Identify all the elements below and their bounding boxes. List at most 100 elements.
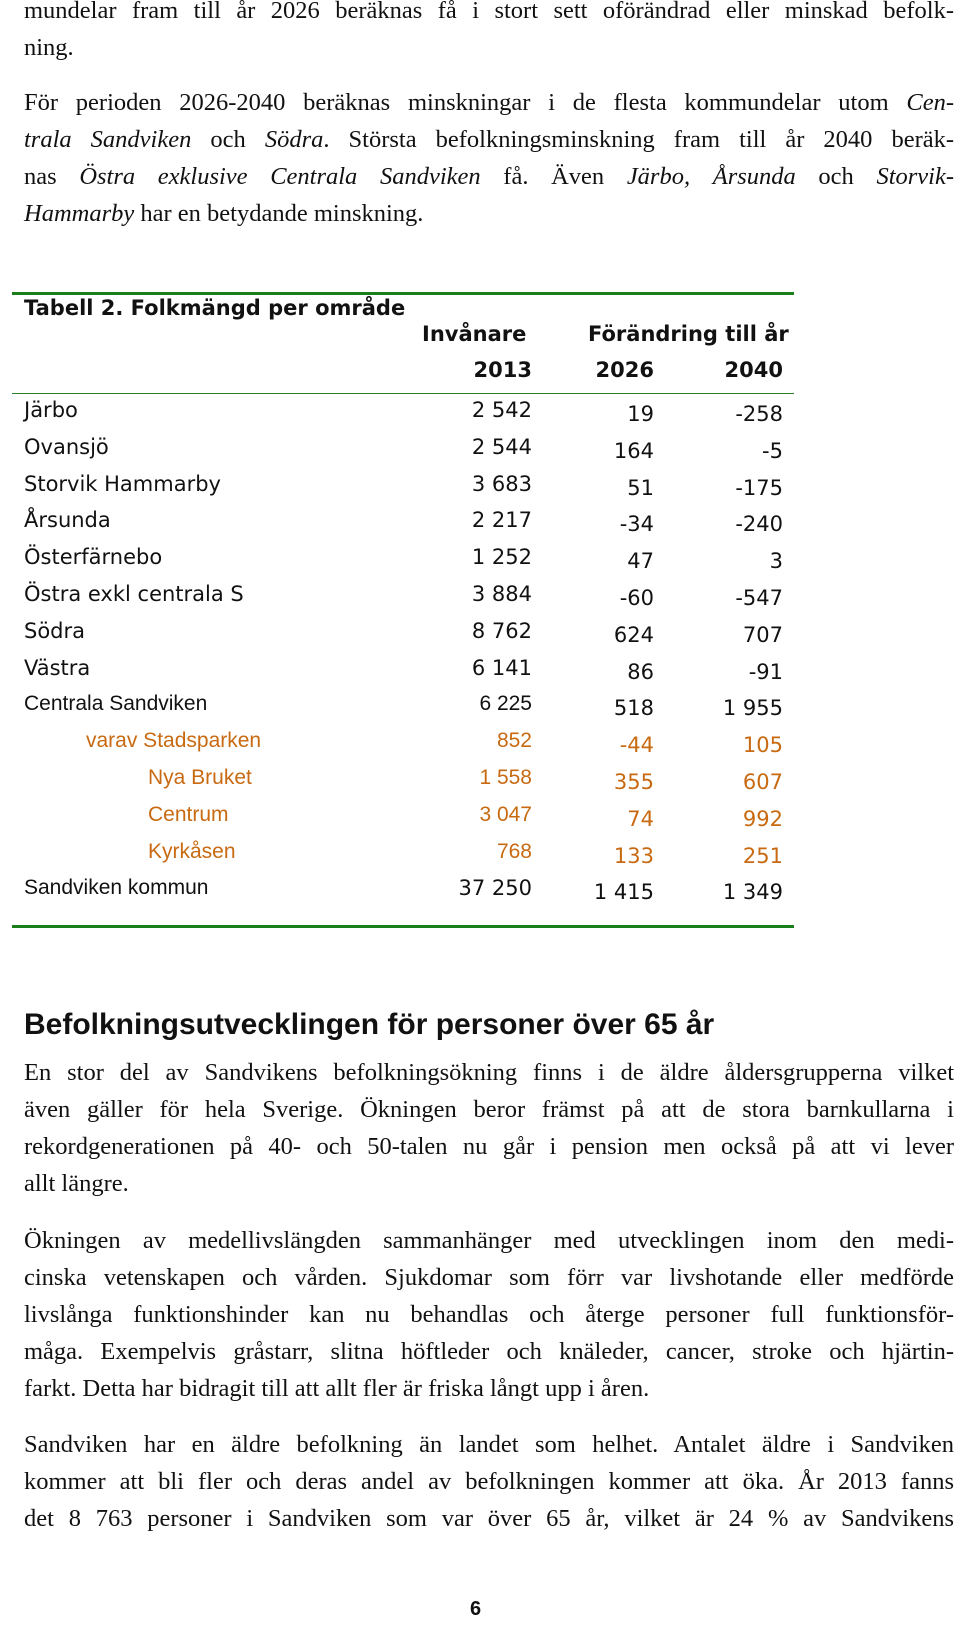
table-cell-area: Storvik Hammarby: [24, 471, 221, 496]
table-cell-2040: -175: [735, 475, 783, 500]
italic-span: Östra exklusive Centrala Sandviken: [79, 163, 481, 190]
table-cell-2026: -34: [619, 512, 654, 537]
text-span: har en betydande minskning.: [134, 200, 424, 227]
table-cell-2040: -547: [735, 586, 783, 610]
section-paragraph-2: Ökningen av medellivslängden sammanhänge…: [24, 1222, 954, 1407]
table-cell-area: varav Stadsparken: [86, 729, 262, 753]
section-paragraph-3: Sandviken har en äldre befolkning än lan…: [24, 1426, 954, 1537]
table-cell-2040: 251: [742, 843, 783, 868]
table-header-rule: [12, 393, 794, 394]
text-span: nas: [24, 163, 80, 190]
table-top-rule: [12, 292, 794, 295]
table-cell-2026: -60: [619, 586, 654, 610]
table-cell-2026: 51: [627, 475, 654, 500]
text-span: och: [795, 163, 877, 190]
table-cell-2040: 607: [742, 770, 783, 794]
table-cell-2040: -258: [735, 402, 783, 426]
table-title: Tabell 2. Folkmängd per område: [24, 296, 406, 320]
table-cell-invanare: 1 252: [471, 545, 532, 570]
text-line: farkt. Detta har bidragit till att allt …: [24, 1375, 650, 1402]
table-cell-2040: 992: [742, 806, 783, 831]
text-span: För perioden 2026-2040 beräknas minsknin…: [24, 89, 907, 116]
table-cell-2026: 355: [613, 770, 654, 794]
table-cell-area: Årsunda: [24, 508, 111, 533]
table-cell-invanare: 1 558: [479, 766, 532, 789]
section-heading: Befolkningsutvecklingen för personer öve…: [24, 1008, 715, 1041]
text-line: För perioden 2026-2040 beräknas minsknin…: [24, 84, 954, 121]
table-cell-area: Kyrkåsen: [148, 839, 236, 863]
table-cell-area: Ovansjö: [24, 434, 109, 459]
header-year-2026: 2026: [595, 358, 654, 382]
table-cell-invanare: 37 250: [458, 876, 532, 901]
text-line: Ökningen av medellivslängden sammanhänge…: [24, 1227, 954, 1254]
section-paragraph-1: En stor del av Sandvikens befolkningsökn…: [24, 1054, 954, 1202]
header-year-2040: 2040: [724, 358, 783, 382]
italic-span: trala Sandviken: [24, 126, 192, 153]
table-cell-area: Centrum: [148, 802, 229, 826]
page-number: 6: [470, 1598, 482, 1620]
text-line: även gäller för hela Sverige. Ökningen b…: [24, 1096, 954, 1123]
table-cell-area: Östra exkl centrala S: [24, 582, 244, 606]
table-cell-2026: 19: [627, 402, 654, 426]
text-line: det 8 763 personer i Sandviken som var ö…: [24, 1505, 954, 1532]
table-cell-area: Södra: [24, 618, 86, 643]
table-cell-2026: 518: [613, 696, 654, 721]
table-cell-2040: -91: [748, 659, 783, 684]
population-table: Tabell 2. Folkmängd per område Invånare …: [12, 292, 794, 930]
table-cell-invanare: 3 047: [479, 802, 532, 826]
table-cell-2040: -240: [735, 512, 783, 537]
header-invanare: Invånare: [422, 322, 527, 346]
header-forandring: Förändring till år: [588, 322, 789, 346]
header-year-2013: 2013: [473, 358, 532, 382]
table-cell-invanare: 852: [496, 729, 532, 753]
table-cell-2040: 1 349: [722, 880, 783, 905]
table-cell-2040: -5: [762, 438, 783, 463]
table-cell-invanare: 3 683: [471, 471, 532, 496]
table-cell-2026: 133: [613, 843, 654, 868]
table-cell-2026: 164: [613, 438, 654, 463]
text-line: ning.: [24, 34, 74, 61]
italic-span: Storvik-: [876, 163, 955, 190]
text-line: livslånga funktionshinder kan nu behandl…: [24, 1301, 954, 1328]
text-line: Sandviken har en äldre befolkning än lan…: [24, 1431, 954, 1458]
text-line: måga. Exempelvis gråstarr, slitna höftle…: [24, 1338, 954, 1365]
text-span: och: [191, 126, 265, 153]
italic-span: Hammarby: [24, 200, 135, 227]
table-cell-2040: 707: [742, 622, 783, 647]
text-line: mundelar fram till år 2026 beräknas få i…: [24, 0, 954, 24]
text-line: allt längre.: [24, 1170, 129, 1197]
text-line: nas Östra exklusive Centrala Sandviken f…: [24, 158, 954, 195]
table-cell-area: Västra: [24, 655, 91, 680]
table-cell-area: Sandviken kommun: [24, 876, 209, 900]
italic-span: Cen-: [906, 89, 954, 116]
table-cell-2026: 74: [627, 806, 654, 831]
table-cell-2026: -44: [619, 733, 654, 758]
table-cell-2026: 624: [613, 622, 654, 647]
table-cell-2026: 47: [627, 549, 654, 574]
text-line: rekordgenerationen på 40- och 50-talen n…: [24, 1133, 954, 1160]
text-span: . Största befolkningsminskning fram till…: [323, 126, 955, 153]
table-cell-area: Centrala Sandviken: [24, 692, 208, 716]
text-line: kommer att bli fler och deras andel av b…: [24, 1468, 954, 1495]
table-cell-invanare: 3 884: [471, 582, 532, 606]
table-cell-area: Nya Bruket: [148, 766, 252, 789]
table-bottom-rule: [12, 925, 794, 928]
text-line: Hammarby har en betydande minskning.: [24, 195, 954, 232]
table-cell-invanare: 2 544: [471, 434, 532, 459]
table-cell-2026: 1 415: [593, 880, 654, 905]
text-span: få. Även: [480, 163, 627, 190]
text-line: trala Sandviken och Södra. Största befol…: [24, 121, 954, 158]
table-cell-invanare: 8 762: [471, 618, 532, 643]
table-cell-2040: 3: [769, 549, 783, 574]
intro-paragraph-1: mundelar fram till år 2026 beräknas få i…: [24, 0, 954, 66]
italic-span: Södra: [264, 126, 324, 153]
text-line: En stor del av Sandvikens befolkningsökn…: [24, 1059, 954, 1086]
italic-span: Järbo, Årsunda: [626, 163, 796, 190]
table-cell-invanare: 6 141: [471, 655, 532, 680]
table-cell-2026: 86: [627, 659, 654, 684]
table-cell-invanare: 6 225: [479, 692, 532, 716]
table-cell-area: Österfärnebo: [24, 545, 163, 570]
table-cell-invanare: 768: [496, 839, 532, 863]
text-line: cinska vetenskapen och vården. Sjukdomar…: [24, 1264, 954, 1291]
